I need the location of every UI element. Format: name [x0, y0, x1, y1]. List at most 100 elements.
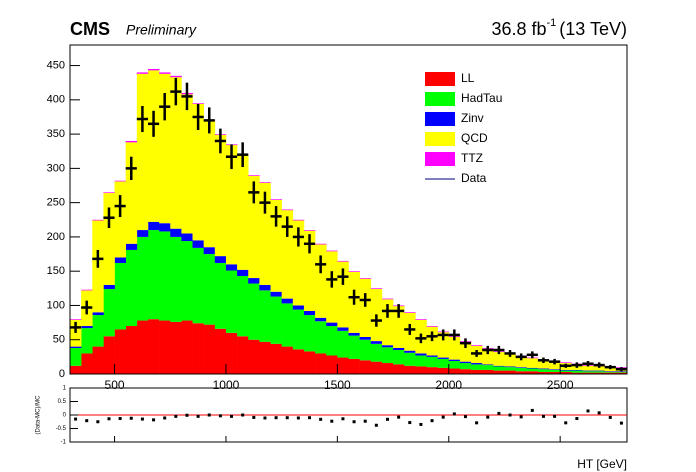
histogram-bar: [303, 351, 316, 374]
histogram-bar: [225, 145, 238, 265]
histogram-bar: [437, 367, 450, 374]
histogram-bar: [348, 335, 360, 359]
histogram-bar: [92, 346, 104, 374]
histogram-bar: [214, 328, 227, 374]
histogram-bar: [515, 371, 528, 374]
histogram-bar: [526, 371, 539, 374]
histogram-bar: [337, 330, 349, 358]
ratio-point: [608, 415, 612, 419]
histogram-bar: [482, 364, 494, 366]
ratio-point: [96, 420, 100, 424]
histogram-bar: [147, 70, 160, 222]
histogram-bar: [448, 336, 461, 360]
histogram-bar: [237, 155, 249, 270]
ratio-point: [230, 414, 234, 418]
histogram-bar: [493, 352, 505, 366]
legend-label: QCD: [461, 131, 488, 145]
histogram-bar: [426, 367, 438, 374]
histogram-bar: [281, 298, 294, 304]
histogram-bar: [181, 320, 193, 374]
histogram-bar: [582, 370, 594, 372]
histogram-bar: [203, 324, 216, 374]
histogram-bar: [482, 348, 494, 365]
y-tick-label: 450: [47, 59, 65, 71]
histogram-bar: [526, 367, 539, 369]
y-tick-label: 350: [47, 128, 65, 140]
histogram-bar: [203, 254, 216, 325]
ratio-point: [475, 421, 479, 425]
ratio-y-tick-label: 0.5: [58, 399, 67, 405]
histogram-bar: [381, 298, 394, 300]
histogram-bar: [81, 353, 93, 374]
legend-swatch: [425, 152, 455, 166]
histogram-bar: [281, 210, 294, 299]
histogram-bar: [170, 75, 182, 78]
histogram-bar: [192, 103, 204, 104]
ratio-point: [274, 416, 278, 420]
histogram-bar: [125, 243, 138, 250]
histogram-bar: [515, 367, 528, 368]
chart-title: CMS: [70, 19, 110, 39]
histogram-bar: [515, 367, 528, 372]
histogram-bar: [348, 271, 360, 272]
histogram-bar: [337, 357, 349, 374]
ratio-point: [196, 414, 200, 418]
ratio-y-tick-label: -1: [61, 440, 67, 446]
histogram-bar: [92, 315, 104, 347]
ratio-point: [575, 417, 579, 421]
histogram-bar: [292, 349, 305, 374]
ratio-point: [74, 417, 78, 421]
histogram-bar: [147, 319, 160, 374]
histogram-bar: [192, 323, 204, 374]
histogram-bar: [404, 352, 416, 366]
histogram-bar: [359, 339, 372, 361]
ratio-point: [430, 419, 434, 423]
histogram-bar: [459, 341, 472, 362]
histogram-bar: [549, 369, 561, 370]
histogram-bar: [404, 312, 416, 313]
histogram-bar: [292, 309, 305, 350]
histogram-bar: [326, 322, 338, 327]
histogram-bar: [593, 372, 606, 374]
histogram-bar: [114, 181, 126, 258]
histogram-bar: [114, 180, 126, 182]
histogram-bar: [103, 289, 115, 337]
histogram-bar: [615, 371, 628, 373]
histogram-bar: [549, 361, 561, 370]
x-tick-label: 500: [105, 378, 125, 392]
histogram-bar: [426, 355, 438, 357]
histogram-bar: [92, 312, 104, 316]
y-tick-label: 50: [53, 334, 65, 346]
histogram-bar: [471, 345, 483, 346]
histogram-bar: [381, 347, 394, 364]
ratio-point: [107, 417, 111, 421]
legend-swatch: [425, 112, 455, 126]
legend-label: Data: [461, 171, 487, 185]
histogram-bar: [582, 371, 594, 373]
ratio-point: [441, 415, 445, 419]
histogram-bar: [448, 359, 461, 361]
ratio-point: [218, 414, 222, 418]
histogram-bar: [315, 321, 327, 354]
histogram-bar: [504, 354, 516, 367]
histogram-bar: [125, 249, 138, 327]
histogram-bar: [136, 72, 149, 74]
ratio-point: [285, 416, 289, 420]
ratio-point: [330, 419, 334, 423]
histogram-bar: [337, 260, 349, 262]
y-tick-label: 400: [47, 94, 65, 106]
histogram-bar: [604, 371, 617, 372]
histogram-bar: [515, 356, 528, 368]
histogram-bar: [593, 371, 606, 373]
histogram-bar: [270, 296, 282, 344]
histogram-bar: [393, 347, 405, 351]
histogram-bar: [381, 363, 394, 374]
histogram-bar: [393, 306, 405, 348]
histogram-bar: [125, 142, 138, 244]
histogram-bar: [259, 341, 271, 374]
histogram-bar: [237, 336, 249, 374]
histogram-bar: [337, 327, 349, 331]
histogram-bar: [426, 326, 438, 327]
histogram-bar: [459, 361, 472, 364]
histogram-bar: [181, 233, 193, 242]
